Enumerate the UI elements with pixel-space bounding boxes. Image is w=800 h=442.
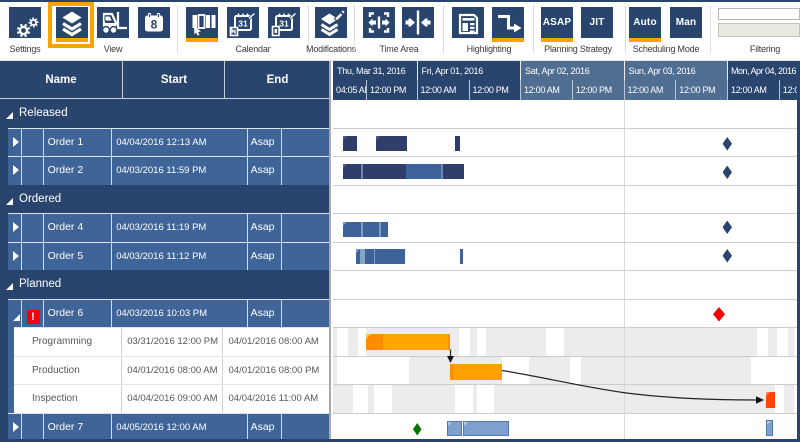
svg-text:8: 8	[151, 18, 158, 32]
svg-text:31: 31	[279, 19, 289, 29]
svg-text:31: 31	[238, 19, 248, 29]
